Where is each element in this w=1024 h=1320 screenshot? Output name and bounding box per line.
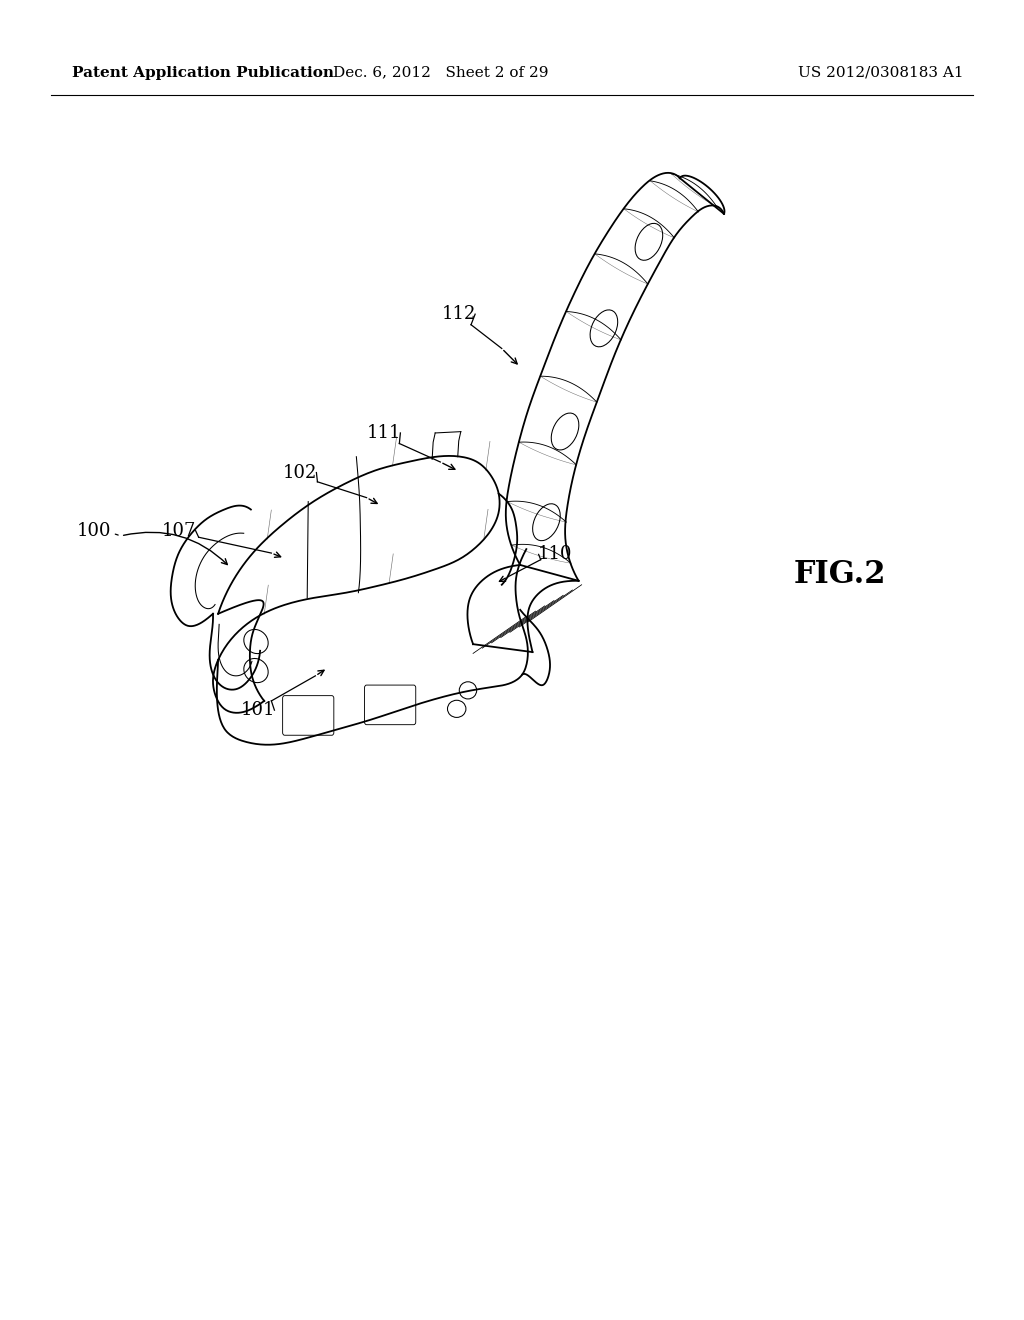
Text: Dec. 6, 2012   Sheet 2 of 29: Dec. 6, 2012 Sheet 2 of 29 bbox=[333, 66, 548, 79]
Text: 102: 102 bbox=[283, 463, 317, 482]
Text: 100: 100 bbox=[77, 521, 112, 540]
Text: 112: 112 bbox=[441, 305, 476, 323]
Text: 101: 101 bbox=[241, 701, 275, 719]
Text: 111: 111 bbox=[367, 424, 401, 442]
Text: Patent Application Publication: Patent Application Publication bbox=[72, 66, 334, 79]
Text: US 2012/0308183 A1: US 2012/0308183 A1 bbox=[798, 66, 964, 79]
Text: 107: 107 bbox=[162, 521, 197, 540]
Text: FIG.2: FIG.2 bbox=[794, 558, 886, 590]
Text: 110: 110 bbox=[538, 545, 572, 564]
